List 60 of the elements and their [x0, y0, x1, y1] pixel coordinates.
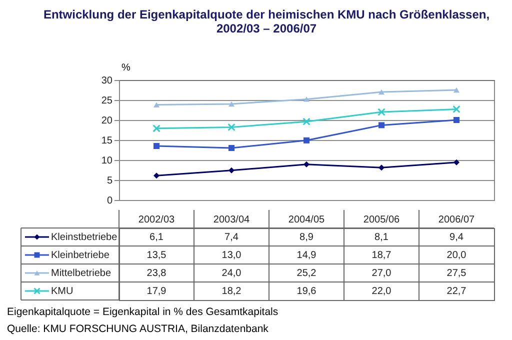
y-tick-label: 15: [101, 136, 113, 146]
data-label: 7,4: [224, 232, 239, 243]
y-tick-label: 5: [106, 176, 113, 186]
point: [154, 102, 160, 108]
legend-label: Kleinbetriebe: [51, 250, 110, 261]
y-tick-label: 10: [101, 156, 113, 166]
point: [228, 123, 236, 132]
x-tick-label: 2006/07: [438, 214, 476, 226]
point: [304, 96, 310, 102]
x-tick-label: 2005/06: [363, 214, 400, 226]
data-label: 14,9: [296, 250, 317, 261]
x-tick-label: 2002/03: [138, 214, 176, 226]
y-axis-title: %: [122, 62, 130, 74]
point: [454, 159, 460, 166]
point: [228, 101, 234, 107]
point: [304, 161, 310, 168]
data-label: 18,7: [372, 250, 392, 261]
data-label: 6,1: [150, 232, 164, 243]
point: [228, 167, 234, 174]
data-label: 22,0: [372, 286, 392, 297]
data-label: 17,9: [146, 286, 167, 297]
data-label: 9,4: [450, 232, 464, 243]
data-label: 24,0: [222, 268, 242, 279]
source-note: Quelle: KMU FORSCHUNG AUSTRIA, Bilanzdatenbank: [7, 323, 270, 335]
point: [454, 87, 460, 93]
y-tick-label: 25: [101, 96, 113, 106]
data-label: 27,5: [446, 268, 467, 279]
point: [454, 117, 460, 123]
point: [304, 137, 310, 144]
text: Eigenkapitalquote = Eigenkapital in % des Gesamtkapitals: [7, 306, 278, 318]
y-tick-label: 0: [106, 196, 113, 206]
data-label: 8,1: [374, 232, 389, 243]
data-label: 22,7: [446, 286, 467, 297]
data-label: 27,0: [372, 268, 392, 279]
data-label: 20,0: [446, 250, 467, 261]
point: [378, 122, 384, 128]
legend-label: KMU: [51, 286, 74, 297]
point: [154, 143, 160, 149]
data-label: 25,2: [296, 268, 317, 279]
y-tick-label: 20: [101, 116, 113, 126]
point: [154, 172, 160, 179]
point: [378, 108, 386, 116]
data-label: 18,2: [222, 286, 242, 297]
point: [228, 145, 234, 151]
point: [378, 164, 384, 171]
point: [152, 124, 160, 132]
data-label: 23,8: [146, 268, 167, 279]
x-tick-label: 2003/04: [213, 214, 250, 226]
x-tick-label: 2004/05: [288, 214, 326, 226]
point: [452, 105, 460, 114]
point: [378, 89, 384, 95]
data-label: 13,5: [146, 250, 167, 261]
y-tick-label: 30: [101, 76, 113, 86]
chart-title: Entwicklung der Eigenkapitalquote der heimischen KMU nach Größenklassen, 2002/03 – 2006/07: [43, 8, 490, 36]
data-label: 19,6: [296, 286, 317, 297]
data-label: 8,9: [300, 232, 314, 243]
point: [302, 118, 310, 126]
legend-label: Mittelbetriebe: [51, 268, 112, 279]
data-label: 13,0: [222, 250, 242, 261]
legend-label: Kleinstbetriebe: [51, 232, 118, 243]
